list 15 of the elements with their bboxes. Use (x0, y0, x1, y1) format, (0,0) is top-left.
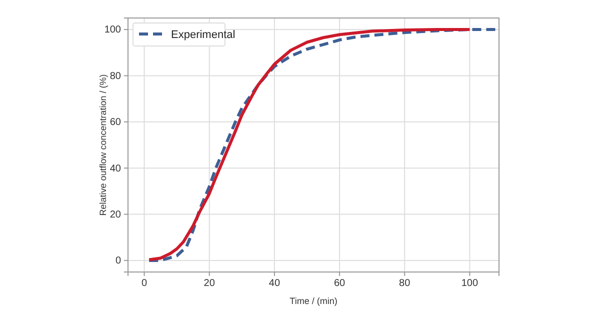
y-tick-label: 100 (104, 24, 122, 36)
y-tick-label: 80 (110, 70, 122, 82)
y-axis-title: Relative outflow concentration / (%) (98, 74, 108, 216)
x-axis-title: Time / (min) (290, 296, 338, 306)
y-tick-label: 40 (110, 163, 122, 174)
x-tick-label: 60 (334, 278, 346, 290)
y-tick-label: 60 (110, 117, 122, 128)
x-tick-label: 40 (268, 278, 280, 290)
x-tick-label: 80 (399, 278, 411, 290)
y-tick-label: 0 (115, 256, 122, 267)
x-tick-label: 20 (204, 278, 216, 290)
x-tick-label: 0 (141, 278, 148, 290)
x-tick-label: 100 (461, 278, 478, 290)
legend-label: Experimental (171, 29, 236, 41)
y-tick-label: 20 (110, 209, 122, 220)
